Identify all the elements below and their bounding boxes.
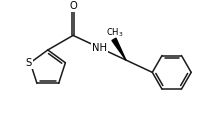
Text: CH$_3$: CH$_3$	[106, 27, 124, 39]
Text: O: O	[69, 1, 77, 11]
Text: S: S	[26, 58, 32, 68]
Text: NH: NH	[92, 43, 107, 53]
Polygon shape	[112, 38, 126, 60]
